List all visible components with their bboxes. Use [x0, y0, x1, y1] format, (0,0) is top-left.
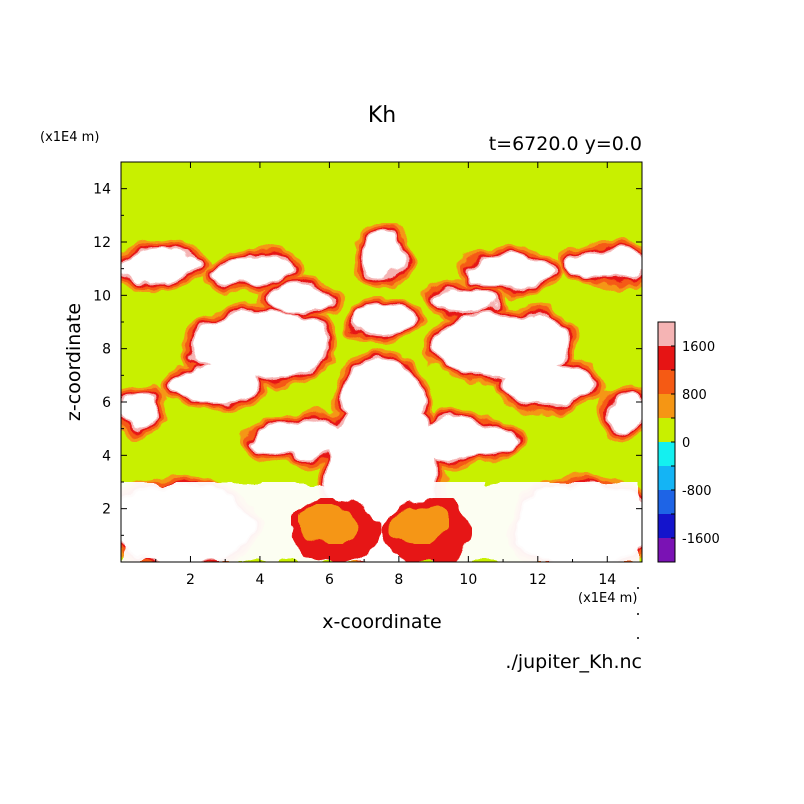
x-tick-label: 14: [598, 572, 616, 588]
corner-marks: [637, 587, 639, 639]
colorbar-swatch: [658, 538, 675, 562]
colorbar: -1600 -800 0 800 1600: [657, 321, 720, 563]
colorbar-swatch: [658, 490, 675, 514]
contour-field: [121, 162, 642, 562]
colorbar-tick-label: 800: [682, 388, 707, 403]
y-tick-label: 4: [102, 448, 111, 464]
lower-region: [121, 482, 642, 562]
y-tick-label: 8: [102, 342, 111, 358]
contour-blob: [268, 288, 332, 312]
colorbar-swatch: [658, 418, 675, 442]
plot-frame: [120, 161, 643, 563]
contour-blob: [190, 313, 330, 377]
x-axis-title: x-coordinate: [322, 611, 441, 633]
y-axis-title: z-coordinate: [63, 303, 85, 421]
colorbar-swatch: [658, 442, 675, 466]
y-tick-label: 12: [93, 235, 111, 251]
x-tick-label: 12: [529, 572, 547, 588]
x-tick-label: 2: [186, 572, 195, 588]
y-tick-label: 2: [102, 502, 111, 518]
x-tick-label: 10: [459, 572, 477, 588]
contour-blob: [505, 367, 595, 403]
x-tick-label: 4: [255, 572, 264, 588]
colorbar-swatch: [658, 514, 675, 538]
contour-blob: [360, 233, 404, 277]
colorbar-swatch: [658, 370, 675, 394]
colorbar-swatch: [658, 322, 675, 346]
contour-blob: [250, 422, 350, 458]
lower-contour-blob: [388, 504, 449, 544]
x-axis: 2 4 6 8 10 12 14: [155, 162, 616, 588]
colorbar-tick-label: -800: [682, 484, 712, 499]
contour-blob: [342, 360, 422, 430]
contour-blob: [215, 256, 295, 284]
colorbar-tick-label: -1600: [682, 532, 720, 547]
colorbar-swatch: [658, 466, 675, 490]
y-tick-label: 14: [93, 182, 111, 198]
x-tick-label: 8: [394, 572, 403, 588]
colorbar-tick-label: 1600: [682, 340, 715, 355]
contour-level: [121, 233, 642, 562]
contour-blob: [565, 251, 642, 279]
colorbar-tick-label: 0: [682, 436, 690, 451]
contour-blob: [170, 367, 260, 403]
contour-blob: [354, 306, 410, 334]
contour-blob: [470, 256, 550, 284]
contour-blob: [121, 251, 200, 279]
contour-blob: [607, 390, 642, 430]
x-tick-label: 6: [325, 572, 334, 588]
colorbar-swatch: [658, 346, 675, 370]
contour-blob: [433, 288, 497, 312]
y-axis: 2 4 6 8 10 12 14: [93, 182, 642, 536]
y-tick-label: 6: [102, 395, 111, 411]
contour-blob: [122, 390, 158, 430]
lower-contour-blob: [298, 504, 359, 544]
y-axis-units: (x1E4 m): [40, 130, 99, 145]
source-file-label: ./jupiter_Kh.nc: [505, 651, 642, 673]
y-tick-label: 10: [93, 288, 111, 304]
contour-blob: [434, 313, 574, 377]
colorbar-swatch: [658, 394, 675, 418]
chart-title: Kh: [368, 103, 396, 128]
x-axis-units: (x1E4 m): [578, 591, 637, 606]
contour-blob: [414, 422, 514, 458]
chart-subtitle: t=6720.0 y=0.0: [489, 133, 642, 155]
